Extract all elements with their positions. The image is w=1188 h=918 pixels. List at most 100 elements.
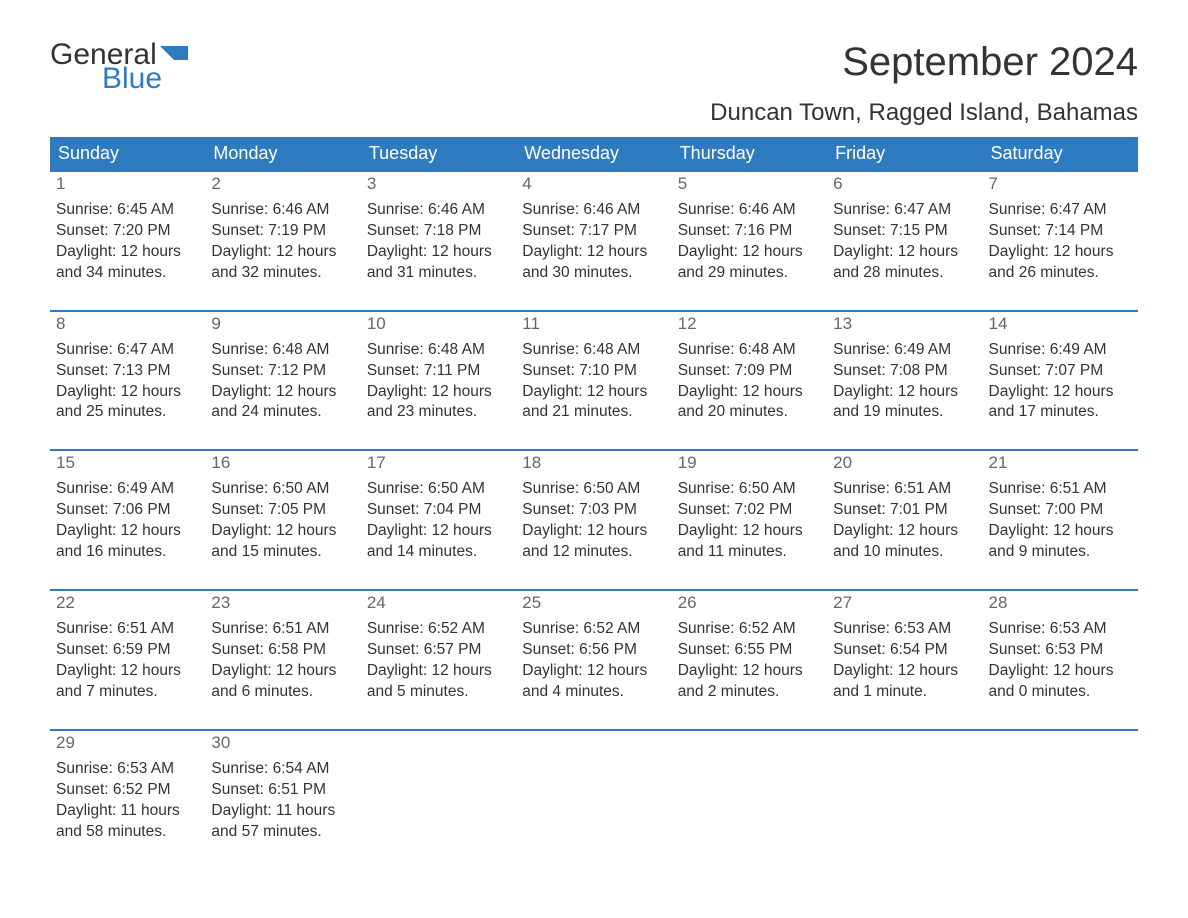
calendar-table: Sunday Monday Tuesday Wednesday Thursday… [50,137,1138,868]
day-details: Sunrise: 6:50 AMSunset: 7:04 PMDaylight:… [365,479,512,563]
day-number: 1 [50,172,205,196]
day-number: 10 [361,312,516,336]
day-cell [361,730,516,869]
day-number: 23 [205,591,360,615]
day-cell: 18 Sunrise: 6:50 AMSunset: 7:03 PMDayligh… [516,450,671,590]
month-title: September 2024 [710,40,1138,85]
day-number: 13 [827,312,982,336]
day-details: Sunrise: 6:46 AMSunset: 7:18 PMDaylight:… [365,200,512,284]
day-details: Sunrise: 6:52 AMSunset: 6:57 PMDaylight:… [365,619,512,703]
day-number [672,731,827,755]
day-cell: 7Sunrise: 6:47 AMSunset: 7:14 PMDaylight… [983,171,1138,311]
day-number: 20 [827,451,982,475]
header: General Blue September 2024 Duncan Town,… [50,40,1138,127]
day-cell: 30Sunrise: 6:54 AMSunset: 6:51 PMDayligh… [205,730,360,869]
day-cell [983,730,1138,869]
day-number: 12 [672,312,827,336]
day-cell: 1 Sunrise: 6:45 AMSunset: 7:20 PMDaylight… [50,171,205,311]
day-cell: 27 Sunrise: 6:53 AMSunset: 6:54 PMDayligh… [827,590,982,730]
day-details: Sunrise: 6:49 AMSunset: 7:06 PMDaylight:… [54,479,201,563]
day-cell: 4Sunrise: 6:46 AMSunset: 7:17 PMDaylight… [516,171,671,311]
day-number [361,731,516,755]
day-cell: 9Sunrise: 6:48 AMSunset: 7:12 PMDaylight… [205,311,360,451]
day-number: 2 [205,172,360,196]
day-details: Sunrise: 6:47 AMSunset: 7:14 PMDaylight:… [987,200,1134,284]
day-cell: 12Sunrise: 6:48 AMSunset: 7:09 PMDayligh… [672,311,827,451]
logo-blue: Blue [102,64,190,94]
week-row: 22Sunrise: 6:51 AMSunset: 6:59 PMDayligh… [50,590,1138,730]
day-cell: 17Sunrise: 6:50 AMSunset: 7:04 PMDayligh… [361,450,516,590]
day-details: Sunrise: 6:53 AMSunset: 6:54 PMDaylight:… [831,619,978,703]
day-details: Sunrise: 6:48 AMSunset: 7:10 PMDaylight:… [520,340,667,424]
day-number: 15 [50,451,205,475]
day-number [827,731,982,755]
day-details: Sunrise: 6:50 AMSunset: 7:02 PMDaylight:… [676,479,823,563]
day-cell: 16 Sunrise: 6:50 AMSunset: 7:05 PMDayligh… [205,450,360,590]
title-block: September 2024 Duncan Town, Ragged Islan… [710,40,1138,127]
day-details: Sunrise: 6:47 AMSunset: 7:15 PMDaylight:… [831,200,978,284]
day-details: Sunrise: 6:51 AMSunset: 6:58 PMDaylight:… [209,619,356,703]
day-details: Sunrise: 6:48 AMSunset: 7:11 PMDaylight:… [365,340,512,424]
day-cell: 14 Sunrise: 6:49 AMSunset: 7:07 PMDayligh… [983,311,1138,451]
location: Duncan Town, Ragged Island, Bahamas [710,99,1138,127]
day-cell [827,730,982,869]
day-cell: 13Sunrise: 6:49 AMSunset: 7:08 PMDayligh… [827,311,982,451]
day-cell: 15 Sunrise: 6:49 AMSunset: 7:06 PMDayligh… [50,450,205,590]
day-cell: 5 Sunrise: 6:46 AMSunset: 7:16 PMDaylight… [672,171,827,311]
day-details: Sunrise: 6:53 AMSunset: 6:52 PMDaylight:… [54,759,201,843]
day-number [516,731,671,755]
dow-header: Friday [827,137,982,171]
day-details: Sunrise: 6:48 AMSunset: 7:12 PMDaylight:… [209,340,356,424]
day-cell: 21Sunrise: 6:51 AMSunset: 7:00 PMDayligh… [983,450,1138,590]
day-of-week-row: Sunday Monday Tuesday Wednesday Thursday… [50,137,1138,171]
day-number: 30 [205,731,360,755]
day-cell: 10 Sunrise: 6:48 AMSunset: 7:11 PMDayligh… [361,311,516,451]
week-row: 15 Sunrise: 6:49 AMSunset: 7:06 PMDayligh… [50,450,1138,590]
day-cell: 8 Sunrise: 6:47 AMSunset: 7:13 PMDaylight… [50,311,205,451]
day-number: 3 [361,172,516,196]
week-row: 8 Sunrise: 6:47 AMSunset: 7:13 PMDaylight… [50,311,1138,451]
dow-header: Thursday [672,137,827,171]
day-number [983,731,1138,755]
day-details: Sunrise: 6:47 AMSunset: 7:13 PMDaylight:… [54,340,201,424]
day-number: 6 [827,172,982,196]
day-details: Sunrise: 6:50 AMSunset: 7:05 PMDaylight:… [209,479,356,563]
day-number: 16 [205,451,360,475]
day-cell [672,730,827,869]
day-details: Sunrise: 6:46 AMSunset: 7:19 PMDaylight:… [209,200,356,284]
day-cell: 25Sunrise: 6:52 AMSunset: 6:56 PMDayligh… [516,590,671,730]
day-cell [516,730,671,869]
day-number: 8 [50,312,205,336]
day-cell: 19 Sunrise: 6:50 AMSunset: 7:02 PMDayligh… [672,450,827,590]
day-cell: 24Sunrise: 6:52 AMSunset: 6:57 PMDayligh… [361,590,516,730]
day-number: 11 [516,312,671,336]
day-number: 18 [516,451,671,475]
day-number: 26 [672,591,827,615]
day-cell: 29 Sunrise: 6:53 AMSunset: 6:52 PMDayligh… [50,730,205,869]
day-number: 29 [50,731,205,755]
dow-header: Saturday [983,137,1138,171]
dow-header: Tuesday [361,137,516,171]
day-details: Sunrise: 6:50 AMSunset: 7:03 PMDaylight:… [520,479,667,563]
day-details: Sunrise: 6:53 AMSunset: 6:53 PMDaylight:… [987,619,1134,703]
day-cell: 26 Sunrise: 6:52 AMSunset: 6:55 PMDayligh… [672,590,827,730]
day-details: Sunrise: 6:46 AMSunset: 7:16 PMDaylight:… [676,200,823,284]
day-cell: 22Sunrise: 6:51 AMSunset: 6:59 PMDayligh… [50,590,205,730]
dow-header: Sunday [50,137,205,171]
day-details: Sunrise: 6:51 AMSunset: 7:01 PMDaylight:… [831,479,978,563]
day-details: Sunrise: 6:45 AMSunset: 7:20 PMDaylight:… [54,200,201,284]
day-number: 4 [516,172,671,196]
day-details: Sunrise: 6:51 AMSunset: 6:59 PMDaylight:… [54,619,201,703]
day-cell: 11 Sunrise: 6:48 AMSunset: 7:10 PMDayligh… [516,311,671,451]
logo: General Blue [50,40,190,94]
day-number: 14 [983,312,1138,336]
day-details: Sunrise: 6:52 AMSunset: 6:55 PMDaylight:… [676,619,823,703]
day-number: 27 [827,591,982,615]
calendar-body: 1 Sunrise: 6:45 AMSunset: 7:20 PMDaylight… [50,171,1138,868]
day-number: 5 [672,172,827,196]
day-details: Sunrise: 6:52 AMSunset: 6:56 PMDaylight:… [520,619,667,703]
day-details: Sunrise: 6:49 AMSunset: 7:07 PMDaylight:… [987,340,1134,424]
day-cell: 2 Sunrise: 6:46 AMSunset: 7:19 PMDaylight… [205,171,360,311]
day-number: 19 [672,451,827,475]
week-row: 1 Sunrise: 6:45 AMSunset: 7:20 PMDaylight… [50,171,1138,311]
